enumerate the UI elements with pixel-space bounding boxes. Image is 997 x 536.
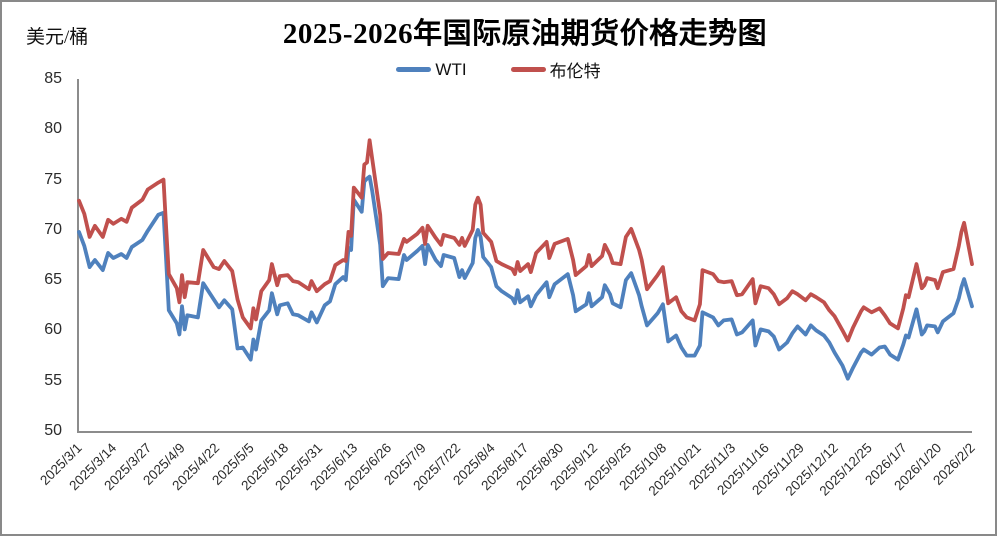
y-tick-label-70: 70 (44, 220, 62, 238)
brent-series-line (77, 138, 974, 343)
chart-title: 2025-2026年国际原油期货价格走势图 (282, 18, 768, 50)
wti-line-swatch-icon (396, 67, 432, 72)
y-axis-unit-label: 美元/桶 (26, 27, 89, 48)
y-tick-label-85: 85 (44, 70, 62, 87)
legend-item-wti: WTI (396, 59, 467, 80)
y-tick-label-55: 55 (44, 371, 62, 389)
wti-series-line (77, 174, 974, 381)
series-plot (77, 138, 974, 381)
legend-label-brent: 布伦特 (549, 62, 601, 81)
legend-item-brent: 布伦特 (510, 57, 601, 82)
brent-line-swatch-icon (510, 67, 546, 72)
y-tick-label-65: 65 (44, 271, 62, 289)
legend-label-wti: WTI (435, 59, 467, 79)
y-tick-label-60: 60 (44, 321, 62, 339)
plot-area (77, 79, 974, 433)
legend: WTI 布伦特 (2, 57, 995, 82)
y-tick-label-75: 75 (44, 170, 62, 188)
y-tick-label-50: 50 (44, 422, 62, 439)
y-tick-label-80: 80 (44, 120, 62, 138)
